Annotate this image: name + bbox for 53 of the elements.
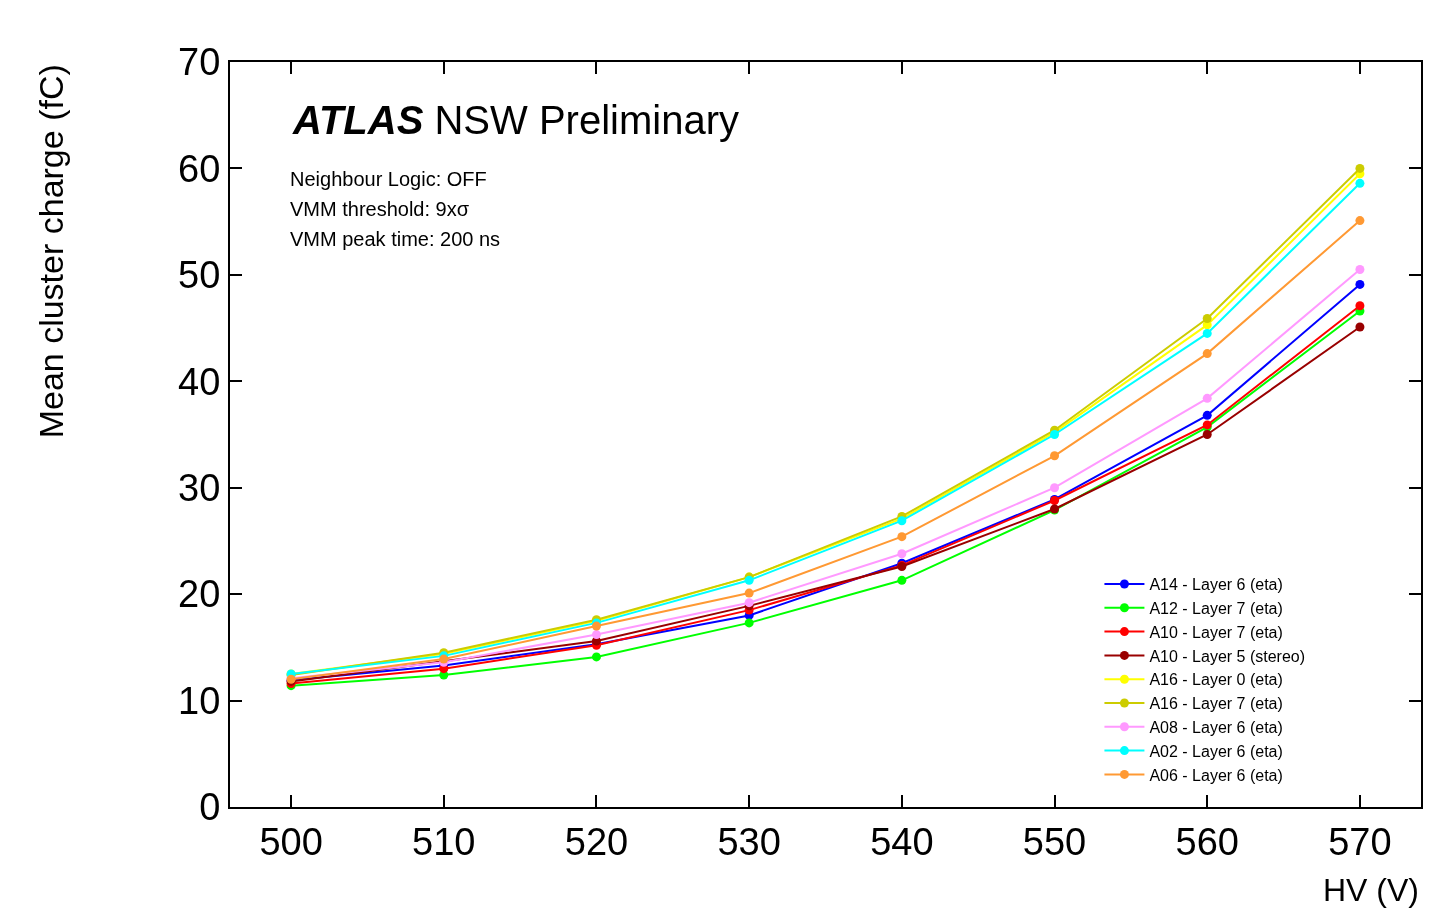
x-tick-label: 500	[259, 820, 323, 863]
x-tick-label: 520	[564, 820, 629, 863]
legend-label: A16 - Layer 0 (eta)	[1149, 671, 1283, 689]
point	[1202, 430, 1212, 439]
point	[897, 575, 907, 585]
point	[1202, 410, 1212, 420]
point	[1355, 163, 1365, 173]
point	[1355, 265, 1365, 275]
y-tick-label: 50	[178, 254, 221, 297]
x-tick-label: 570	[1328, 820, 1392, 863]
y-tick-label: 40	[178, 360, 221, 403]
legend-label: A02 - Layer 6 (eta)	[1149, 742, 1283, 760]
y-axis-title: Mean cluster charge (fC)	[32, 64, 71, 439]
y-tick-label: 30	[178, 467, 221, 510]
point	[1202, 393, 1212, 403]
legend-label: A06 - Layer 6 (eta)	[1149, 766, 1283, 784]
point	[1355, 216, 1365, 226]
point	[1355, 178, 1365, 188]
point	[591, 652, 601, 662]
x-tick-label: 550	[1022, 820, 1087, 863]
point	[897, 532, 907, 542]
point	[1355, 279, 1365, 289]
y-tick-label: 20	[178, 573, 221, 616]
point	[1355, 322, 1365, 332]
point	[591, 630, 601, 640]
point	[897, 549, 907, 559]
legend-label: A16 - Layer 7 (eta)	[1149, 695, 1283, 713]
x-axis-title: HV (V)	[1323, 872, 1419, 908]
point	[1050, 451, 1060, 461]
y-tick-label: 0	[199, 786, 221, 829]
annotation: VMM peak time: 200 ns	[290, 228, 501, 250]
x-tick-label: 530	[717, 820, 781, 863]
legend-label: A10 - Layer 7 (eta)	[1149, 623, 1283, 641]
annotation: VMM threshold: 9xσ	[290, 198, 470, 220]
point	[1355, 301, 1365, 311]
x-tick-label: 540	[870, 820, 934, 863]
legend-label: A10 - Layer 5 (stereo)	[1149, 647, 1306, 665]
x-tick-label: 560	[1175, 820, 1239, 863]
x-tick-label: 510	[412, 820, 476, 863]
legend-label: A08 - Layer 6 (eta)	[1149, 719, 1283, 737]
y-tick-label: 10	[178, 679, 221, 722]
legend-label: A14 - Layer 6 (eta)	[1149, 576, 1283, 594]
point	[1202, 313, 1212, 323]
text: ATLAS NSW Preliminary	[292, 98, 739, 142]
y-tick-label: 70	[178, 41, 221, 84]
legend-label: A12 - Layer 7 (eta)	[1149, 600, 1283, 618]
annotation: Neighbour Logic: OFF	[290, 168, 487, 190]
point	[744, 588, 754, 598]
point	[1202, 349, 1212, 359]
y-tick-label: 60	[178, 147, 221, 190]
point	[744, 618, 754, 628]
point	[1050, 483, 1060, 493]
point	[1202, 328, 1212, 338]
